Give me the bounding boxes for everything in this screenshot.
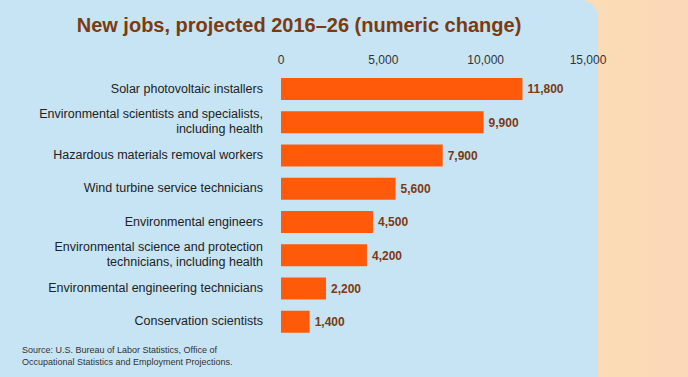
svg-text:Environmental science and prot: Environmental science and protectiontech… xyxy=(55,240,264,269)
svg-text:5,000: 5,000 xyxy=(368,53,398,67)
svg-text:9,900: 9,900 xyxy=(489,116,519,130)
svg-text:2,200: 2,200 xyxy=(331,282,361,296)
svg-text:0: 0 xyxy=(278,53,285,67)
svg-text:Hazardous materials removal wo: Hazardous materials removal workers xyxy=(53,148,263,162)
html-text:Source: U.S. Bureau of Labor S: Source: U.S. Bureau of Labor Statistics,… xyxy=(22,345,217,355)
html-text:Occupational Statistics and Em: Occupational Statistics and Employment P… xyxy=(22,357,233,367)
svg-text:4,500: 4,500 xyxy=(378,215,408,229)
svg-text:Conservation scientists: Conservation scientists xyxy=(134,314,263,328)
svg-text:Environmental engineering tech: Environmental engineering technicians xyxy=(48,281,263,295)
svg-text:1,400: 1,400 xyxy=(315,315,345,329)
html-text:New jobs, projected 2016–26 (n: New jobs, projected 2016–26 (numeric cha… xyxy=(76,14,522,36)
svg-text:Environmental engineers: Environmental engineers xyxy=(125,215,263,229)
svg-text:15,000: 15,000 xyxy=(570,53,607,67)
svg-text:11,800: 11,800 xyxy=(528,82,564,96)
svg-text:Solar photovoltaic installers: Solar photovoltaic installers xyxy=(111,82,263,96)
svg-text:7,900: 7,900 xyxy=(448,149,478,163)
svg-text:Wind turbine service technicia: Wind turbine service technicians xyxy=(84,181,263,195)
svg-text:Environmental scientists and s: Environmental scientists and specialists… xyxy=(39,107,263,136)
svg-text:10,000: 10,000 xyxy=(467,53,504,67)
svg-text:5,600: 5,600 xyxy=(401,182,431,196)
svg-text:4,200: 4,200 xyxy=(372,249,402,263)
